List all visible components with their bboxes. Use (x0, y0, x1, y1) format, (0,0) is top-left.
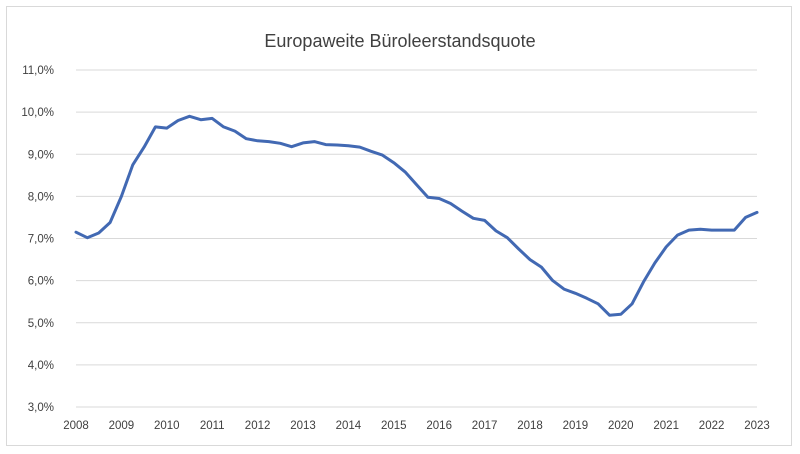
chart-title: Europaweite Büroleerstandsquote (264, 31, 535, 51)
x-tick-label: 2012 (245, 420, 271, 432)
x-tick-label: 2015 (381, 420, 407, 432)
x-tick-label: 2018 (517, 420, 543, 432)
series-layer (74, 114, 759, 317)
x-tick-label: 2014 (336, 420, 362, 432)
y-tick-label: 6,0% (28, 276, 54, 288)
x-tick-label: 2011 (200, 420, 225, 432)
x-tick-label: 2016 (426, 420, 452, 432)
series-line (74, 114, 759, 317)
y-tick-label: 10,0% (21, 107, 54, 119)
x-tick-label: 2019 (563, 420, 589, 432)
y-tick-label: 8,0% (28, 191, 54, 203)
y-tick-label: 7,0% (28, 234, 54, 246)
y-tick-label: 5,0% (28, 318, 54, 330)
y-tick-label: 9,0% (28, 149, 54, 161)
chart-frame (6, 6, 792, 446)
x-tick-label: 2010 (154, 420, 180, 432)
x-axis-tick-labels: 2008 2009 2010 2011 2012 2013 2014 2015 2016 2017… (63, 420, 770, 432)
x-tick-label: 2022 (699, 420, 725, 432)
x-tick-label: 2023 (744, 420, 770, 432)
x-tick-label: 2009 (109, 420, 135, 432)
x-tick-label: 2008 (63, 420, 89, 432)
gridlines (76, 69, 757, 408)
y-tick-label: 4,0% (28, 360, 54, 372)
y-tick-label: 3,0% (28, 402, 54, 414)
x-tick-label: 2017 (472, 420, 498, 432)
x-tick-label: 2021 (653, 420, 679, 432)
y-tick-label: 11,0% (22, 65, 54, 77)
y-axis-tick-labels: 3,0% 4,0% 5,0% 6,0% 7,0% 8,0% 9,0% 10,0% 11,0% (21, 65, 54, 414)
x-tick-label: 2013 (290, 420, 316, 432)
x-tick-label: 2020 (608, 420, 634, 432)
